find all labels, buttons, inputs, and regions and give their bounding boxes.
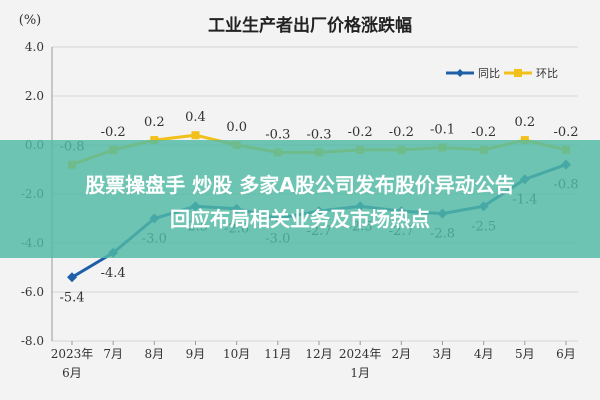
x-tick-label: 9月 (186, 347, 206, 361)
data-point (191, 131, 200, 140)
x-tick-label: 2024年 (339, 347, 382, 361)
legend-marker (456, 69, 464, 77)
data-label: -4.4 (101, 266, 126, 281)
data-label: -0.3 (265, 127, 290, 142)
x-tick-label: 7月 (103, 347, 123, 361)
legend-label: 环比 (536, 67, 558, 80)
x-tick-label: 6月 (62, 366, 82, 380)
data-label: -0.2 (101, 125, 126, 140)
data-label: 0.2 (514, 115, 535, 130)
x-tick-label: 2月 (392, 347, 412, 361)
data-label: -0.3 (306, 127, 331, 142)
y-tick-label: 4.0 (25, 40, 44, 54)
data-label: -0.2 (389, 125, 414, 140)
data-point (67, 272, 77, 283)
y-tick-label: 2.0 (25, 89, 44, 103)
headline-line-1: 股票操盘手 炒股 多家A股公司发布股价异动公告 (85, 173, 515, 197)
data-label: 0.0 (226, 120, 247, 135)
x-tick-label: 1月 (350, 366, 370, 380)
legend: 同比 环比 (446, 67, 558, 80)
x-tick-label: 11月 (264, 347, 291, 361)
y-tick-label: -8.0 (21, 334, 44, 348)
data-label: -0.1 (430, 122, 455, 137)
headline-banner (0, 140, 600, 258)
data-label: -5.4 (59, 290, 84, 305)
x-tick-label: 12月 (305, 347, 332, 361)
chart-title: 工业生产者出厂价格涨跌幅 (208, 15, 412, 36)
data-label: -0.2 (471, 125, 496, 140)
x-tick-label: 6月 (556, 347, 576, 361)
data-label: 0.4 (185, 110, 206, 125)
x-tick-label: 2023年 (51, 347, 94, 361)
x-tick-label: 3月 (433, 347, 453, 361)
headline-line-2: 回应布局相关业务及市场热点 (170, 207, 430, 231)
x-tick-label: 8月 (145, 347, 165, 361)
legend-marker (514, 69, 522, 77)
y-axis-unit: (%) (19, 13, 42, 28)
data-label: -0.2 (553, 125, 578, 140)
legend-label: 同比 (478, 67, 500, 80)
data-label: 0.2 (144, 115, 165, 130)
y-tick-label: -6.0 (21, 285, 44, 299)
x-tick-label: 5月 (515, 347, 535, 361)
data-label: -0.2 (348, 125, 373, 140)
x-tick-label: 4月 (474, 347, 494, 361)
x-tick-label: 10月 (223, 347, 250, 361)
